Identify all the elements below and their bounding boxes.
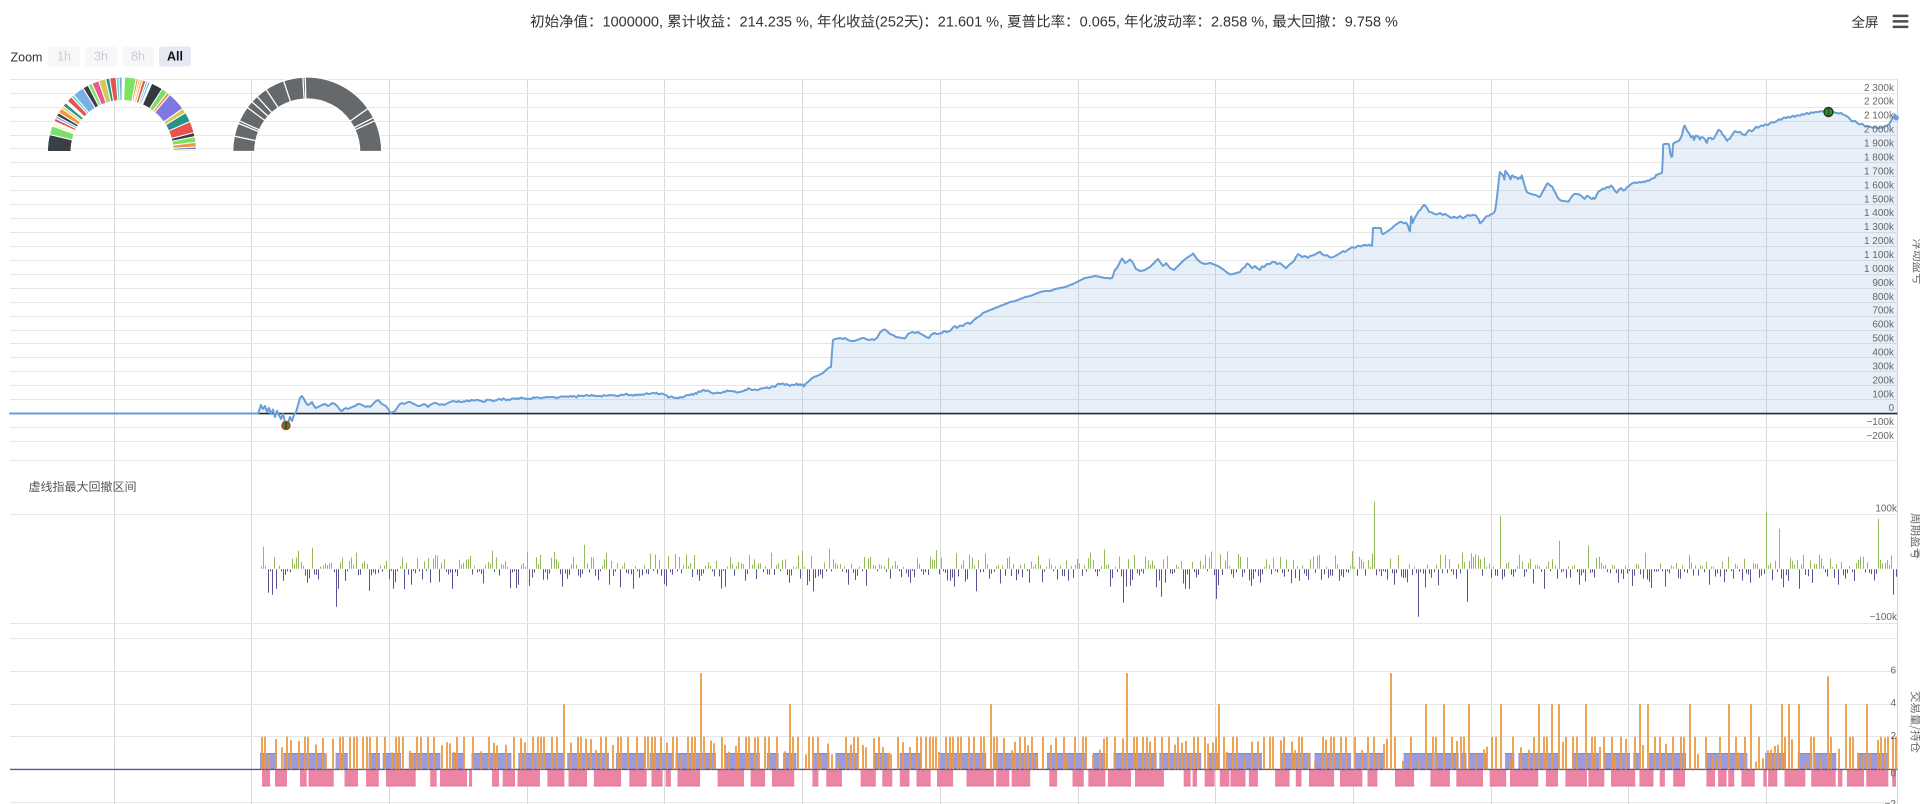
svg-text:(252: (252 bbox=[875, 15, 904, 31]
svg-text:1 000k: 1 000k bbox=[1864, 264, 1895, 275]
svg-text:1 900k: 1 900k bbox=[1864, 139, 1895, 150]
svg-text:Zoom: Zoom bbox=[11, 51, 43, 65]
svg-text:1 500k: 1 500k bbox=[1864, 194, 1895, 205]
svg-text:800k: 800k bbox=[1872, 292, 1895, 303]
svg-text:900k: 900k bbox=[1872, 278, 1895, 289]
svg-text:3h: 3h bbox=[94, 50, 108, 64]
svg-text:1 600k: 1 600k bbox=[1864, 180, 1895, 191]
svg-text:1h: 1h bbox=[57, 50, 71, 64]
svg-text:8h: 8h bbox=[131, 50, 145, 64]
svg-text:−200k: −200k bbox=[1866, 431, 1895, 442]
svg-text:−100k: −100k bbox=[1866, 417, 1895, 428]
svg-text:1 300k: 1 300k bbox=[1864, 222, 1895, 233]
svg-text:21.601 %,: 21.601 %, bbox=[938, 15, 1007, 31]
svg-text:6: 6 bbox=[1890, 666, 1896, 677]
svg-text:500k: 500k bbox=[1872, 334, 1895, 345]
svg-text:100k: 100k bbox=[1872, 389, 1895, 400]
svg-text:−100k: −100k bbox=[1869, 612, 1898, 623]
svg-text:2 300k: 2 300k bbox=[1864, 83, 1895, 94]
svg-text:All: All bbox=[167, 50, 183, 64]
svg-text:1000000,: 1000000, bbox=[603, 15, 668, 31]
svg-text:1 700k: 1 700k bbox=[1864, 166, 1895, 177]
svg-text:4: 4 bbox=[1890, 698, 1896, 709]
svg-text:700k: 700k bbox=[1872, 306, 1895, 317]
svg-text:1 800k: 1 800k bbox=[1864, 153, 1895, 164]
svg-text:0: 0 bbox=[1888, 403, 1894, 414]
svg-text:2 200k: 2 200k bbox=[1864, 97, 1895, 108]
svg-text:200k: 200k bbox=[1872, 375, 1895, 386]
svg-text:1 200k: 1 200k bbox=[1864, 236, 1895, 247]
svg-text:0.065,: 0.065, bbox=[1080, 15, 1124, 31]
svg-text:300k: 300k bbox=[1872, 361, 1895, 372]
svg-text:600k: 600k bbox=[1872, 320, 1895, 331]
svg-text:2.858 %,: 2.858 %, bbox=[1211, 15, 1272, 31]
svg-text:1 400k: 1 400k bbox=[1864, 208, 1895, 219]
svg-text:0: 0 bbox=[1890, 768, 1896, 779]
svg-text:9.758 %: 9.758 % bbox=[1345, 15, 1398, 31]
svg-text:214.235 %,: 214.235 %, bbox=[740, 15, 817, 31]
svg-text:100k: 100k bbox=[1875, 504, 1898, 515]
svg-text:2 100k: 2 100k bbox=[1864, 111, 1895, 122]
svg-text:): ) bbox=[918, 15, 923, 31]
svg-text:2 000k: 2 000k bbox=[1864, 125, 1895, 136]
svg-text:−2: −2 bbox=[1885, 799, 1897, 804]
svg-text:1 100k: 1 100k bbox=[1864, 250, 1895, 261]
svg-text:400k: 400k bbox=[1872, 348, 1895, 359]
svg-text:2: 2 bbox=[1890, 731, 1896, 742]
